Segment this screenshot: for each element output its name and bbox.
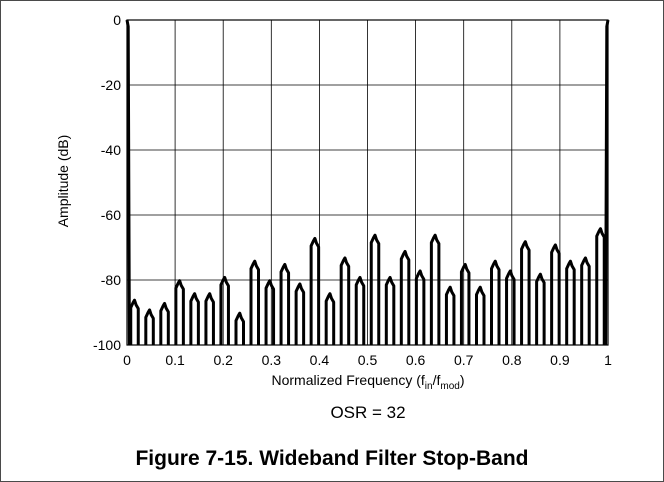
x-tick-label: 0.6 (406, 352, 426, 368)
stopband-lobe (324, 292, 336, 345)
stopband-lobe (309, 236, 321, 345)
y-tick-label: -40 (101, 142, 121, 158)
stopband-lobe (490, 259, 501, 345)
stopband-lobe (174, 279, 185, 345)
x-tick-label: 0.3 (262, 352, 282, 368)
figure-caption: Figure 7-15. Wideband Filter Stop-Band (135, 447, 528, 470)
y-axis-label: Amplitude (dB) (55, 135, 71, 228)
stopband-lobe (444, 285, 456, 345)
stopband-lobe (520, 240, 531, 345)
stopband-lobe (369, 233, 381, 345)
x-tick-label: 0.5 (358, 352, 378, 368)
stopband-lobe (565, 259, 576, 345)
stopband-lobe (459, 262, 471, 345)
stopband-lobe (219, 275, 230, 345)
x-tick-label: 0.4 (310, 352, 330, 368)
stopband-lobe (339, 256, 351, 345)
stopband-lobe (384, 275, 396, 345)
y-tick-label: -100 (93, 337, 121, 353)
passband-edge-right (604, 19, 610, 346)
x-axis-label: Normalized Frequency (fin/fmod) (272, 372, 465, 392)
stopband-lobe (204, 292, 215, 345)
stopband-lobe (580, 256, 591, 345)
x-tick-label: 0.2 (213, 352, 233, 368)
plot-area (126, 19, 609, 346)
passband-edge-left (125, 19, 131, 346)
y-tick-label: -80 (101, 272, 121, 288)
y-tick-label: 0 (113, 12, 121, 28)
x-tick-label: 0.9 (550, 352, 570, 368)
response-curve (125, 19, 610, 346)
stopband-lobe (234, 311, 245, 345)
stopband-lobe (414, 269, 426, 345)
stopband-lobe (294, 282, 306, 345)
stopband-lobe (264, 279, 276, 345)
x-tick-label: 0.7 (454, 352, 474, 368)
stopband-lobe (279, 262, 291, 345)
stopband-lobe (474, 285, 486, 345)
stopband-lobe (595, 227, 606, 345)
stopband-lobe (505, 269, 516, 345)
x-tick-label: 0 (123, 352, 131, 368)
stopband-lobe (144, 308, 155, 345)
osr-annotation: OSR = 32 (330, 403, 405, 422)
y-tick-label: -60 (101, 207, 121, 223)
stopband-lobe (535, 272, 546, 345)
stopband-lobe (249, 259, 261, 345)
stopband-lobe (189, 292, 200, 345)
x-tick-label: 1 (604, 352, 612, 368)
x-tick-label: 0.8 (502, 352, 522, 368)
stopband-lobe (429, 233, 441, 345)
x-tick-labels: 0 0.1 0.2 0.3 0.4 0.5 0.6 0.7 0.8 0.9 1 (123, 352, 612, 368)
y-tick-label: -20 (101, 77, 121, 93)
stopband-lobe (129, 298, 140, 345)
stopband-lobe (354, 275, 366, 345)
x-tick-label: 0.1 (165, 352, 185, 368)
stopband-lobe (399, 249, 411, 345)
stopband-lobe (159, 301, 170, 345)
y-tick-labels: 0 -20 -40 -60 -80 -100 (93, 12, 121, 353)
stopband-lobe (550, 243, 561, 345)
